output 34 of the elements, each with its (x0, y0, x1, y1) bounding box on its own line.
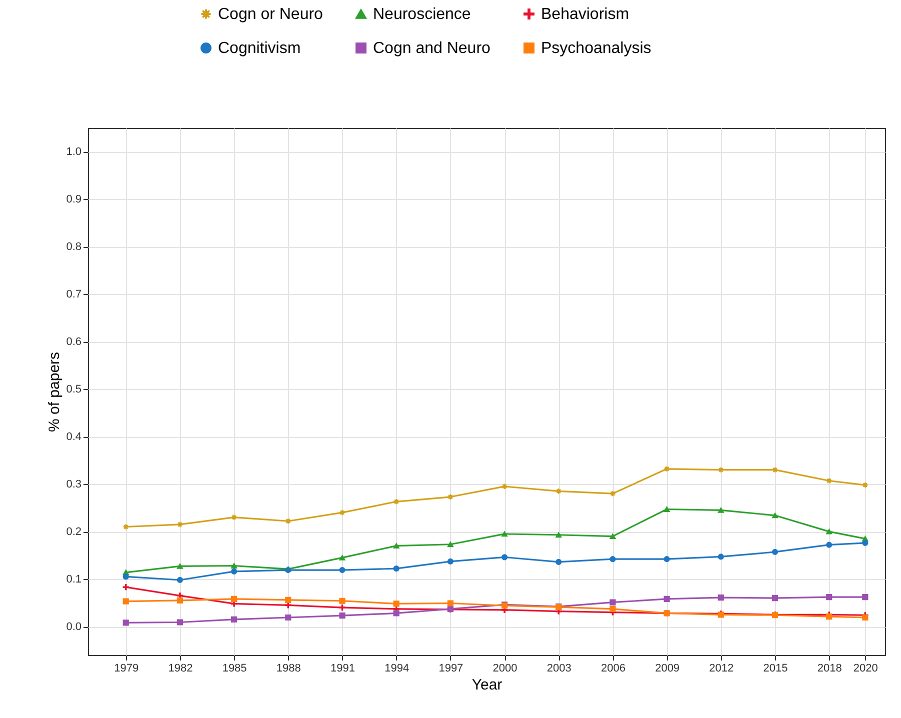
x-tick-label: 1991 (330, 662, 355, 674)
y-tick-label: 1.0 (66, 146, 82, 158)
y-tick-label: 0.1 (66, 574, 82, 586)
x-tick-label: 2015 (763, 662, 788, 674)
x-tick-label: 1985 (222, 662, 247, 674)
x-tick-label: 1997 (438, 662, 464, 674)
x-tick-label: 2003 (546, 662, 572, 674)
x-tick-label: 2006 (600, 662, 626, 674)
x-tick-label: 2000 (492, 662, 518, 674)
y-tick-label: 0.4 (66, 431, 82, 444)
y-tick-label: 0.2 (66, 526, 82, 538)
y-tick-label: 0.3 (66, 478, 82, 491)
y-tick-label: 0.0 (66, 621, 82, 634)
y-tick-label: 0.9 (66, 194, 82, 206)
x-tick-label: 2012 (709, 662, 734, 674)
legend-label: Neuroscience (373, 6, 471, 23)
x-tick-label: 2009 (655, 662, 680, 674)
y-tick-label: 0.5 (66, 384, 82, 396)
x-tick-label: 2020 (853, 662, 878, 674)
x-tick-label: 1979 (114, 662, 139, 674)
legend-label: Behaviorism (541, 6, 630, 23)
legend-label: Cognitivism (218, 40, 301, 57)
legend-label: Cogn or Neuro (218, 6, 324, 23)
x-tick-label: 1988 (276, 662, 301, 674)
y-axis-title: % of papers (46, 352, 64, 432)
y-tick-label: 0.7 (66, 288, 82, 301)
x-axis-title: Year (472, 676, 502, 694)
x-tick-label: 2018 (817, 662, 842, 674)
x-tick-label: 1982 (168, 662, 193, 674)
y-tick-label: 0.6 (66, 336, 82, 348)
x-tick-label: 1994 (384, 662, 410, 674)
legend-label: Psychoanalysis (541, 40, 652, 57)
legend-label: Cogn and Neuro (373, 40, 491, 57)
y-tick-label: 0.8 (66, 241, 82, 254)
